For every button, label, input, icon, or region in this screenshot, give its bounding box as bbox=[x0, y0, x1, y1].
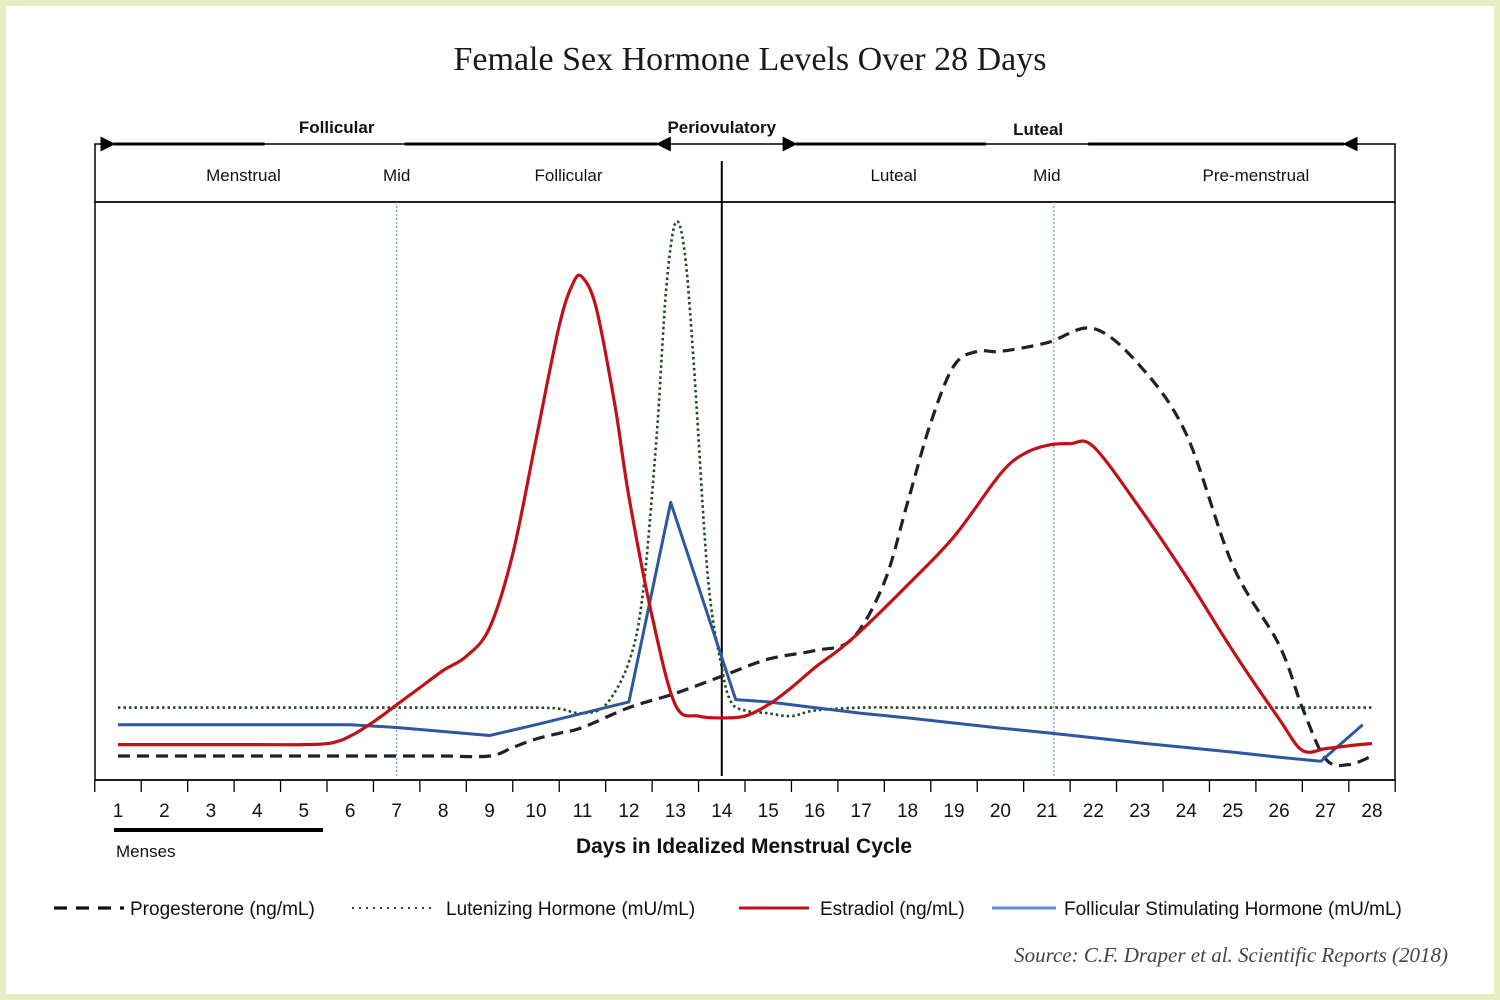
phase-label-luteal: Luteal bbox=[1013, 120, 1063, 139]
x-tick-label: 21 bbox=[1036, 801, 1057, 822]
x-tick-label: 15 bbox=[758, 801, 779, 822]
subphase-label: Follicular bbox=[534, 166, 602, 185]
estradiol-line bbox=[118, 273, 1373, 754]
x-tick-label: 4 bbox=[252, 801, 263, 822]
x-tick-label: 10 bbox=[525, 801, 546, 822]
subphase-label: Mid bbox=[383, 166, 410, 185]
luteinizing-hormone-line bbox=[117, 220, 1372, 718]
x-tick-label: 8 bbox=[438, 801, 449, 822]
x-tick-label: 12 bbox=[618, 801, 639, 822]
x-tick-label: 9 bbox=[484, 801, 495, 822]
x-tick-label: 27 bbox=[1315, 801, 1336, 822]
legend-label: Lutenizing Hormone (mU/mL) bbox=[446, 899, 695, 920]
x-tick-label: 26 bbox=[1269, 801, 1290, 822]
x-tick-label: 5 bbox=[298, 801, 309, 822]
x-tick-label: 16 bbox=[804, 801, 825, 822]
x-tick-label: 11 bbox=[573, 801, 593, 822]
x-tick-label: 20 bbox=[990, 801, 1011, 822]
subphase-label: Mid bbox=[1033, 166, 1060, 185]
subphase-label: Luteal bbox=[870, 166, 916, 185]
x-tick-label: 18 bbox=[897, 801, 918, 822]
x-axis-label: Days in Idealized Menstrual Cycle bbox=[576, 835, 912, 858]
subphase-label: Pre-menstrual bbox=[1203, 166, 1310, 185]
plot-area bbox=[94, 201, 1396, 781]
x-tick-label: 13 bbox=[665, 801, 686, 822]
series-layer bbox=[117, 220, 1373, 768]
x-tick-label: 23 bbox=[1129, 801, 1150, 822]
phase-layer: Follicular Periovulatory Luteal Menstrual Mi… bbox=[100, 118, 1358, 185]
legend: Progesterone (ng/mL) Lutenizing Hormone (… bbox=[54, 899, 1402, 920]
figure-frame: Female Sex Hormone Levels Over 28 Days F… bbox=[6, 6, 1494, 994]
x-tick-label: 24 bbox=[1176, 801, 1198, 822]
x-tick-label: 3 bbox=[206, 801, 217, 822]
reference-lines bbox=[396, 161, 1055, 778]
x-tick-label: 1 bbox=[113, 801, 124, 822]
x-tick-label: 7 bbox=[391, 801, 402, 822]
x-axis: 1 2 3 4 5 6 7 8 9 10 11 12 13 14 15 16 17 18 19 20 21 22 23 24 2… bbox=[94, 779, 1396, 861]
x-tick-label: 22 bbox=[1083, 801, 1104, 822]
phase-label-periovulatory: Periovulatory bbox=[667, 118, 776, 137]
x-tick-label: 14 bbox=[711, 801, 733, 822]
x-tick-label: 17 bbox=[851, 801, 872, 822]
menses-label: Menses bbox=[116, 842, 176, 861]
x-tick-label: 2 bbox=[159, 801, 170, 822]
chart: Female Sex Hormone Levels Over 28 Days F… bbox=[54, 41, 1448, 967]
legend-label: Estradiol (ng/mL) bbox=[820, 899, 965, 920]
x-tick-label: 6 bbox=[345, 801, 356, 822]
legend-label: Progesterone (ng/mL) bbox=[130, 899, 315, 920]
fsh-line bbox=[118, 500, 1364, 763]
source-caption: Source: C.F. Draper et al. Scientific Re… bbox=[1014, 943, 1448, 967]
x-tick-label: 25 bbox=[1222, 801, 1243, 822]
phase-label-follicular: Follicular bbox=[299, 118, 375, 137]
subphase-label: Menstrual bbox=[206, 166, 281, 185]
chart-title: Female Sex Hormone Levels Over 28 Days bbox=[454, 41, 1047, 78]
legend-label: Follicular Stimulating Hormone (mU/mL) bbox=[1064, 899, 1402, 920]
phase-header-box bbox=[94, 143, 1396, 203]
x-tick-label: 28 bbox=[1361, 801, 1382, 822]
x-tick-label: 19 bbox=[943, 801, 964, 822]
